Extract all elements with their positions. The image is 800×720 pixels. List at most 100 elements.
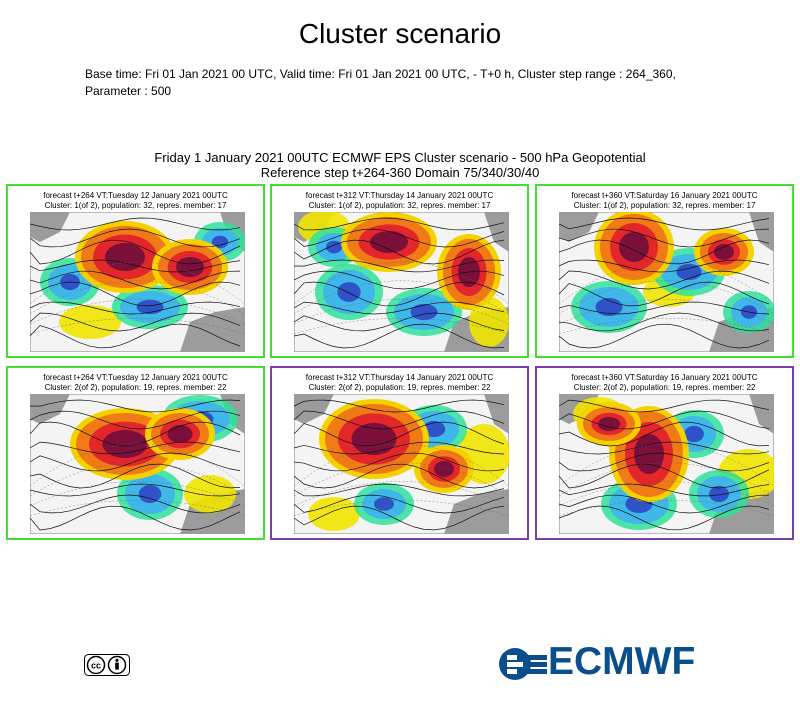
geopotential-contour: [559, 463, 770, 489]
land-mass: [484, 212, 509, 252]
panel-caption: forecast t+264 VT:Tuesday 12 January 202…: [8, 373, 263, 393]
geopotential-contour: [30, 463, 241, 489]
geopotential-contour: [559, 483, 770, 497]
creative-commons-by-icon: cc: [84, 654, 130, 676]
latitude-line: [30, 280, 245, 315]
geopotential-contour: [559, 399, 770, 413]
geopotential-contour: [294, 239, 505, 265]
geopotential-contour: [30, 399, 241, 413]
geopotential-contour: [559, 239, 770, 265]
geopotential-contour: [294, 312, 505, 332]
panel-cluster-label: Cluster: 1(of 2), population: 32, repres…: [308, 201, 491, 210]
latitude-line: [30, 500, 245, 517]
negative-anomaly-strong: [211, 235, 229, 249]
land-mass: [749, 394, 774, 434]
geopotential-contour: [30, 505, 241, 531]
land-mass: [709, 489, 774, 534]
latitude-line: [559, 443, 774, 487]
panel-caption: forecast t+360 VT:Saturday 16 January 20…: [537, 191, 792, 211]
geopotential-contour: [30, 217, 241, 231]
geopotential-contour: [30, 239, 241, 265]
geopotential-contour: [294, 410, 505, 430]
geopotential-contour: [30, 312, 241, 332]
panel-forecast-label: forecast t+312 VT:Thursday 14 January 20…: [305, 191, 494, 200]
latitude-line: [30, 443, 245, 487]
latitude-line: [294, 462, 509, 497]
latitude-line: [294, 261, 509, 305]
panel-forecast-label: forecast t+264 VT:Tuesday 12 January 202…: [43, 191, 228, 200]
latitude-line: [30, 318, 245, 335]
panel-cluster-label: Cluster: 1(of 2), population: 32, repres…: [573, 201, 756, 210]
negative-anomaly-strong: [410, 303, 438, 321]
land-mass: [484, 394, 509, 434]
ecmwf-logo-icon: [499, 648, 547, 680]
latitude-line: [294, 443, 509, 487]
geopotential-contour: [294, 494, 505, 514]
geopotential-contour: [294, 217, 505, 231]
geopotential-contour: [559, 421, 770, 447]
geopotential-contour: [30, 483, 241, 497]
latitude-line: [294, 318, 509, 335]
negative-anomaly-strong: [337, 282, 361, 302]
negative-anomaly-strong: [684, 425, 704, 443]
negative-anomaly-strong: [325, 240, 343, 254]
negative-anomaly-strong: [374, 497, 394, 511]
geopotential-contour: [294, 228, 505, 248]
panel-cluster-label: Cluster: 2(of 2), population: 19, repres…: [573, 383, 756, 392]
positive-anomaly-extreme: [167, 425, 193, 443]
positive-anomaly-weak: [59, 305, 121, 339]
positive-anomaly-extreme: [434, 461, 454, 477]
geopotential-map: [559, 212, 774, 352]
positive-anomaly-extreme: [105, 243, 145, 271]
geopotential-contour: [559, 281, 770, 307]
latitude-line: [559, 462, 774, 497]
geopotential-map: [30, 394, 245, 534]
panel-forecast-label: forecast t+312 VT:Thursday 14 January 20…: [305, 373, 494, 382]
geopotential-contour: [30, 281, 241, 307]
geopotential-contour: [30, 410, 241, 430]
latitude-line: [294, 481, 509, 507]
geopotential-contour: [294, 399, 505, 413]
geopotential-contour: [294, 323, 505, 349]
geopotential-contour: [559, 505, 770, 531]
geopotential-contour: [294, 505, 505, 531]
cluster-panel-4: forecast t+264 VT:Tuesday 12 January 202…: [6, 366, 265, 540]
geopotential-contour: [294, 301, 505, 315]
positive-anomaly-extreme: [370, 231, 408, 253]
geopotential-contour: [294, 452, 505, 472]
latitude-line: [294, 500, 509, 517]
geopotential-contour: [559, 259, 770, 273]
plot-title: Friday 1 January 2021 00UTC ECMWF EPS Cl…: [0, 150, 800, 180]
panel-cluster-label: Cluster: 1(of 2), population: 32, repres…: [44, 201, 227, 210]
geopotential-contour: [30, 301, 241, 315]
plot-title-line-2: Reference step t+264-360 Domain 75/340/3…: [260, 165, 540, 180]
svg-text:cc: cc: [91, 661, 101, 671]
latitude-line: [559, 280, 774, 315]
geopotential-contour: [559, 301, 770, 315]
geopotential-contour: [30, 228, 241, 248]
geopotential-contour: [559, 494, 770, 514]
cluster-panel-3: forecast t+360 VT:Saturday 16 January 20…: [535, 184, 794, 358]
positive-anomaly-extreme: [351, 423, 397, 455]
geopotential-contour: [294, 281, 505, 307]
land-mass: [180, 307, 245, 352]
geopotential-contour: [294, 483, 505, 497]
page-title: Cluster scenario: [298, 18, 502, 49]
geopotential-contour: [30, 441, 241, 455]
ecmwf-wordmark: ECMWF: [548, 640, 696, 683]
positive-anomaly-weak: [469, 297, 509, 347]
panel-caption: forecast t+360 VT:Saturday 16 January 20…: [537, 373, 792, 393]
geopotential-contour: [30, 421, 241, 447]
positive-anomaly-weak: [184, 475, 236, 513]
geopotential-contour: [30, 323, 241, 349]
geopotential-map: [30, 212, 245, 352]
positive-anomaly-weak: [308, 497, 360, 531]
geopotential-contour: [559, 228, 770, 248]
geopotential-contour: [294, 463, 505, 489]
cluster-panel-2: forecast t+312 VT:Thursday 14 January 20…: [270, 184, 529, 358]
negative-anomaly-strong: [595, 298, 623, 316]
latitude-line: [30, 299, 245, 325]
geopotential-contour: [294, 270, 505, 290]
positive-anomaly-extreme: [714, 244, 734, 260]
geopotential-contour: [559, 323, 770, 349]
